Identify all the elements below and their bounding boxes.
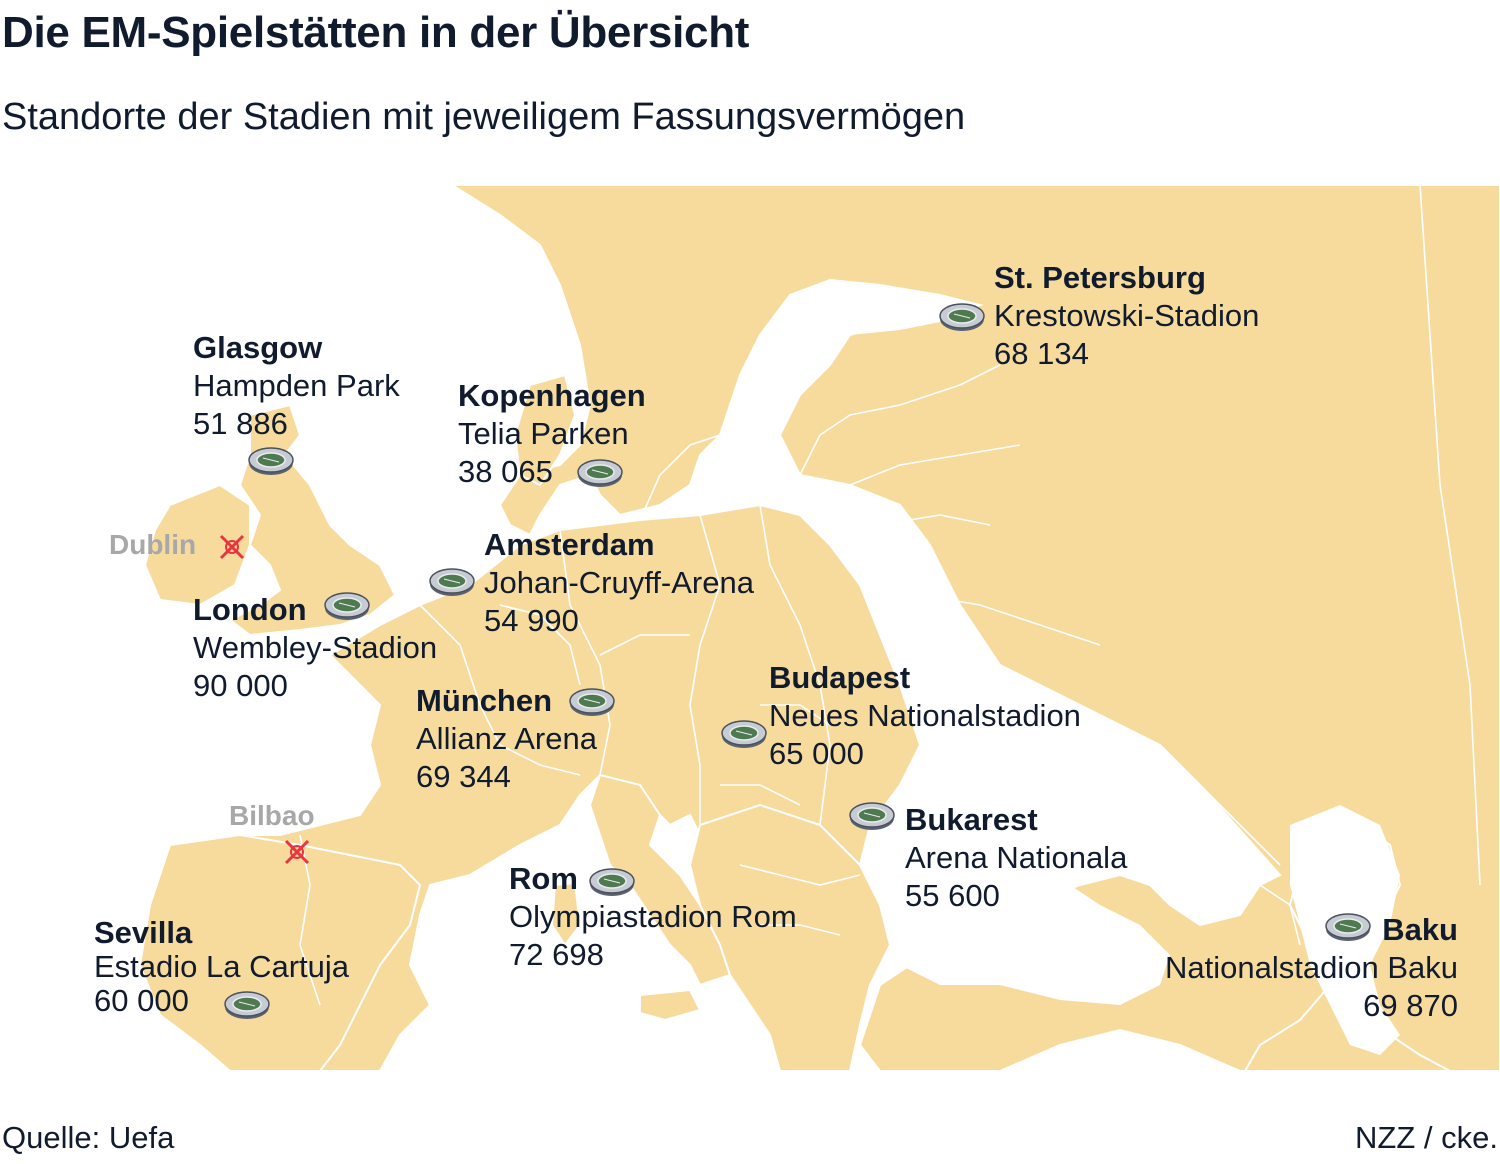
venue-capacity: 54 990 bbox=[484, 603, 579, 638]
venue-label-budapest: Budapest Neues Nationalstadion 65 000 bbox=[769, 659, 1081, 773]
venue-stadium: Krestowski-Stadion bbox=[994, 298, 1260, 333]
venue-city: Amsterdam bbox=[484, 527, 655, 562]
stadium-icon-bukarest bbox=[849, 802, 895, 831]
venue-capacity: 51 886 bbox=[193, 406, 288, 441]
venue-city: Baku bbox=[1382, 912, 1458, 947]
stadium-icon-st-petersburg bbox=[939, 303, 985, 332]
venue-stadium: Nationalstadion Baku bbox=[1165, 950, 1458, 985]
cancelled-label-bilbao: Bilbao bbox=[229, 800, 315, 831]
land-iberia bbox=[138, 833, 422, 1071]
land-balkans bbox=[688, 803, 892, 1071]
venue-stadium: Hampden Park bbox=[193, 368, 400, 403]
venue-stadium: Neues Nationalstadion bbox=[769, 698, 1081, 733]
venue-label-rom: Rom Olympiastadion Rom 72 698 bbox=[509, 860, 797, 974]
page-title: Die EM-Spielstätten in der Übersicht bbox=[2, 8, 750, 57]
venue-city: Budapest bbox=[769, 660, 911, 695]
venue-label-london: London Wembley-Stadion 90 000 bbox=[193, 591, 437, 705]
venue-city: London bbox=[193, 592, 307, 627]
venue-label-glasgow: Glasgow Hampden Park 51 886 bbox=[193, 329, 400, 443]
venue-capacity: 68 134 bbox=[994, 336, 1089, 371]
venue-capacity: 38 065 bbox=[458, 454, 553, 489]
venue-capacity: 55 600 bbox=[905, 878, 1000, 913]
venue-stadium: Allianz Arena bbox=[416, 721, 597, 756]
venue-stadium: Olympiastadion Rom bbox=[509, 899, 797, 934]
venue-city: Rom bbox=[509, 861, 578, 896]
stadium-icon-glasgow bbox=[248, 447, 294, 476]
gulf-of-finland bbox=[790, 305, 950, 345]
venue-capacity: 69 870 bbox=[1363, 988, 1458, 1023]
venue-label-baku: Baku Nationalstadion Baku 69 870 bbox=[1165, 911, 1458, 1025]
venue-stadium: Johan-Cruyff-Arena bbox=[484, 565, 754, 600]
europe-map bbox=[138, 185, 1500, 1071]
venue-label-amsterdam: Amsterdam Johan-Cruyff-Arena 54 990 bbox=[484, 526, 754, 640]
venue-city: Bukarest bbox=[905, 802, 1038, 837]
venue-stadium: Telia Parken bbox=[458, 416, 629, 451]
country-borders bbox=[299, 185, 1481, 1006]
venue-stadium: Estadio La Cartuja bbox=[94, 949, 350, 984]
venue-city: Sevilla bbox=[94, 915, 193, 950]
venue-label-muenchen: München Allianz Arena 69 344 bbox=[416, 682, 597, 796]
venue-capacity: 65 000 bbox=[769, 736, 864, 771]
venue-label-sevilla: Sevilla Estadio La Cartuja 60 000 bbox=[94, 916, 349, 1018]
venue-label-st-petersburg: St. Petersburg Krestowski-Stadion 68 134 bbox=[994, 259, 1259, 373]
land-italy bbox=[588, 773, 732, 987]
land-ireland bbox=[143, 483, 251, 607]
venue-city: St. Petersburg bbox=[994, 260, 1206, 295]
land-sicily bbox=[639, 988, 702, 1022]
sea-of-azov bbox=[1050, 840, 1120, 880]
venue-city: Glasgow bbox=[193, 330, 323, 365]
venue-label-kopenhagen: Kopenhagen Telia Parken 38 065 bbox=[458, 377, 646, 491]
venue-capacity: 60 000 bbox=[94, 983, 189, 1018]
land-denmark bbox=[513, 373, 577, 487]
credit-note: NZZ / cke. bbox=[1355, 1120, 1498, 1155]
venue-stadium: Arena Nationala bbox=[905, 840, 1128, 875]
black-sea bbox=[890, 865, 1170, 1005]
venue-city: Kopenhagen bbox=[458, 378, 646, 413]
venue-label-bukarest: Bukarest Arena Nationala 55 600 bbox=[905, 801, 1127, 915]
stadium-icon-budapest bbox=[721, 720, 767, 749]
venue-capacity: 69 344 bbox=[416, 759, 511, 794]
source-note: Quelle: Uefa bbox=[2, 1120, 175, 1155]
land-sardinia bbox=[550, 881, 582, 947]
venue-capacity: 72 698 bbox=[509, 937, 604, 972]
page-subtitle: Standorte der Stadien mit jeweiligem Fas… bbox=[2, 96, 966, 138]
venue-city: München bbox=[416, 683, 553, 718]
venue-capacity: 90 000 bbox=[193, 668, 288, 703]
cancelled-label-dublin: Dublin bbox=[109, 529, 197, 560]
venue-stadium: Wembley-Stadion bbox=[193, 630, 438, 665]
